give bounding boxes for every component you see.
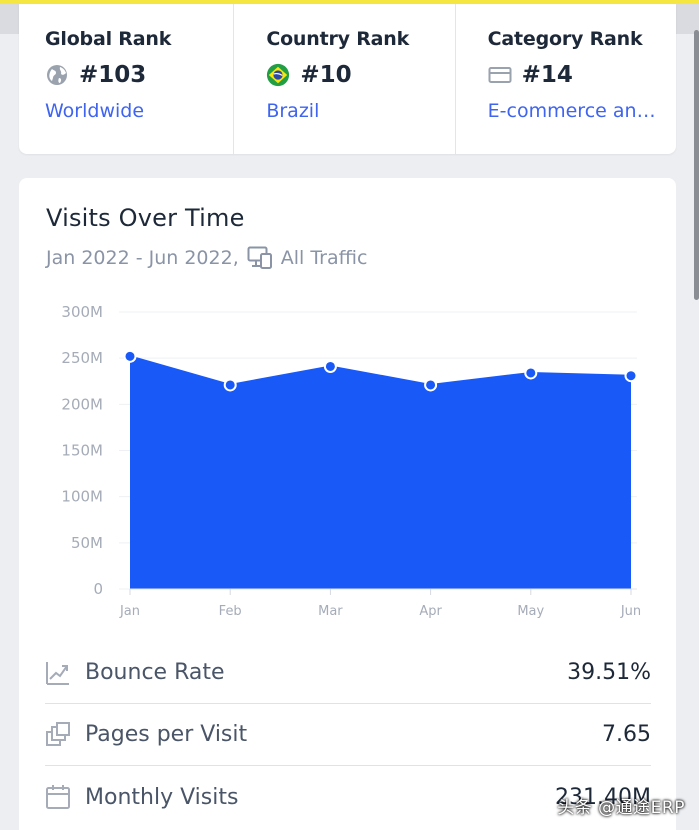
y-tick-label: 300M xyxy=(61,303,103,321)
x-tick-label: Jan xyxy=(119,604,140,619)
country-rank-value: #10 xyxy=(300,62,352,88)
visits-chart: 0 50M 100M 150M 200M 250M 300M Jan Feb Mar Apr May J… xyxy=(61,303,641,619)
y-tick-label: 50M xyxy=(71,534,103,552)
country-rank-link[interactable]: Brazil xyxy=(266,100,320,122)
scrollbar[interactable] xyxy=(694,30,699,300)
area-fill xyxy=(130,356,631,589)
rank-card: Global Rank #103 Worldwide Country Rank xyxy=(19,4,676,154)
brazil-flag-icon xyxy=(266,63,290,87)
watermark: 头条 @通途ERP xyxy=(557,798,685,818)
data-point xyxy=(524,366,538,380)
global-rank: Global Rank #103 Worldwide xyxy=(19,4,235,154)
x-tick-label: Mar xyxy=(318,604,343,619)
metric-row-pages-per-visit: Pages per Visit 7.65 xyxy=(45,704,651,766)
data-point xyxy=(123,349,137,363)
x-tick-label: Feb xyxy=(219,604,242,619)
country-rank: Country Rank #10 Brazil xyxy=(234,4,456,154)
data-point xyxy=(323,359,337,373)
global-rank-value: #103 xyxy=(79,62,147,88)
x-tick-label: Jun xyxy=(620,604,641,619)
pages-icon xyxy=(45,721,71,748)
data-point xyxy=(624,369,638,383)
x-tick-label: Apr xyxy=(419,604,442,619)
calendar-icon xyxy=(45,784,71,810)
category-rank: Category Rank #14 E-commerce and Shoppin… xyxy=(456,4,676,154)
metric-row-bounce-rate: Bounce Rate 39.51% xyxy=(45,642,651,704)
metric-label: Pages per Visit xyxy=(85,722,248,747)
top-accent-bar xyxy=(0,0,699,4)
category-rank-link[interactable]: E-commerce and Shopping xyxy=(487,100,663,122)
metric-row-monthly-visits: Monthly Visits 231.40M xyxy=(45,766,651,828)
y-tick-label: 150M xyxy=(61,442,103,460)
visits-subtitle: Jan 2022 - Jun 2022, All Traffic xyxy=(46,246,367,270)
global-rank-link[interactable]: Worldwide xyxy=(45,100,145,122)
x-tick-label: May xyxy=(517,604,544,619)
data-point xyxy=(424,378,438,392)
metric-value: 39.51% xyxy=(567,660,651,685)
devices-icon xyxy=(247,246,273,270)
global-rank-title: Global Rank xyxy=(45,28,172,50)
visits-card: Visits Over Time Jan 2022 - Jun 2022, Al… xyxy=(19,178,676,830)
globe-icon xyxy=(45,63,69,87)
metric-label: Monthly Visits xyxy=(85,784,239,810)
y-tick-label: 0 xyxy=(93,580,103,598)
metric-label: Bounce Rate xyxy=(85,660,225,685)
category-icon xyxy=(488,63,512,87)
y-tick-label: 250M xyxy=(61,349,103,367)
date-range: Jan 2022 - Jun 2022, xyxy=(46,247,239,269)
data-point xyxy=(223,378,237,392)
trend-icon xyxy=(45,660,71,686)
metric-value: 7.65 xyxy=(602,722,651,747)
traffic-type[interactable]: All Traffic xyxy=(280,247,368,269)
y-tick-label: 200M xyxy=(61,395,103,413)
visits-title: Visits Over Time xyxy=(46,204,245,232)
category-rank-value: #14 xyxy=(521,62,573,88)
category-rank-title: Category Rank xyxy=(487,28,643,50)
country-rank-title: Country Rank xyxy=(266,28,410,50)
y-tick-label: 100M xyxy=(61,488,103,506)
series-line xyxy=(129,355,632,386)
metric-value: 231.40M xyxy=(555,784,651,810)
